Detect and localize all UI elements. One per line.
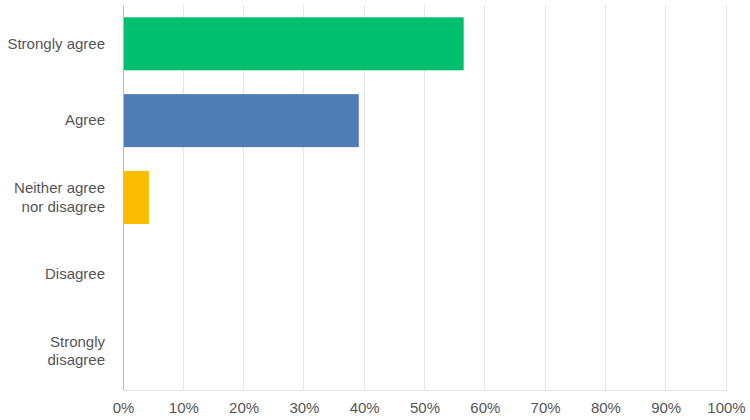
x-tick: 90%	[651, 390, 681, 416]
y-tick-label: Agree	[65, 111, 105, 128]
x-tick-label: 80%	[591, 399, 621, 416]
x-tick-label: 90%	[651, 399, 681, 416]
bars	[123, 17, 464, 224]
grid	[123, 5, 726, 390]
grid-line	[545, 5, 546, 390]
x-tick: 40%	[350, 390, 380, 416]
x-tick: 30%	[289, 390, 319, 416]
y-tick: Agree	[65, 111, 123, 128]
x-tick: 0%	[113, 390, 135, 416]
grid-line	[484, 5, 485, 390]
y-tick-label: Strongly agree	[7, 35, 105, 52]
x-tick-label: 40%	[350, 399, 380, 416]
bar	[123, 94, 359, 147]
x-tick: 10%	[169, 390, 199, 416]
y-tick-label-line: nor disagree	[22, 198, 105, 215]
x-tick-label: 60%	[470, 399, 500, 416]
x-tick-label: 70%	[531, 399, 561, 416]
x-tick: 100%	[707, 390, 745, 416]
y-tick-label: Neither agree nor disagree	[14, 179, 105, 215]
x-tick-label: 0%	[113, 399, 135, 416]
x-tick-label: 30%	[289, 399, 319, 416]
bar	[123, 17, 464, 70]
y-tick: Neither agree nor disagree	[14, 179, 123, 215]
x-axis-line	[124, 390, 727, 391]
x-tick: 20%	[229, 390, 259, 416]
grid-line	[605, 5, 606, 390]
grid-line	[726, 5, 727, 390]
y-tick: Disagree	[45, 265, 123, 282]
x-tick-label: 20%	[229, 399, 259, 416]
y-tick: Stronglydisagree	[47, 333, 123, 369]
bar	[123, 171, 149, 224]
y-tick-label-line: disagree	[47, 351, 105, 368]
x-tick: 70%	[531, 390, 561, 416]
y-axis: Strongly agree Agree Neither agree nor disa…	[7, 6, 123, 391]
x-tick-label: 100%	[707, 399, 745, 416]
y-tick-label-line: Strongly	[50, 333, 106, 350]
x-tick-label: 50%	[410, 399, 440, 416]
grid-line	[665, 5, 666, 390]
y-tick-label: Disagree	[45, 265, 105, 282]
y-axis-line	[123, 6, 124, 391]
y-tick-label: Stronglydisagree	[47, 333, 105, 369]
plot: 0% 10% 20% 30% 40% 50% 60% 70% 80% 90% 100% Strongl…	[7, 5, 745, 416]
x-axis: 0% 10% 20% 30% 40% 50% 60% 70% 80% 90% 100%	[113, 390, 746, 416]
y-tick-label-line: Neither agree	[14, 179, 105, 196]
x-tick: 80%	[591, 390, 621, 416]
y-tick: Strongly agree	[7, 35, 123, 52]
x-tick: 60%	[470, 390, 500, 416]
x-tick-label: 10%	[169, 399, 199, 416]
x-tick: 50%	[410, 390, 440, 416]
chart: 0% 10% 20% 30% 40% 50% 60% 70% 80% 90% 100% Strongl…	[0, 0, 750, 420]
grid-line	[123, 5, 124, 390]
